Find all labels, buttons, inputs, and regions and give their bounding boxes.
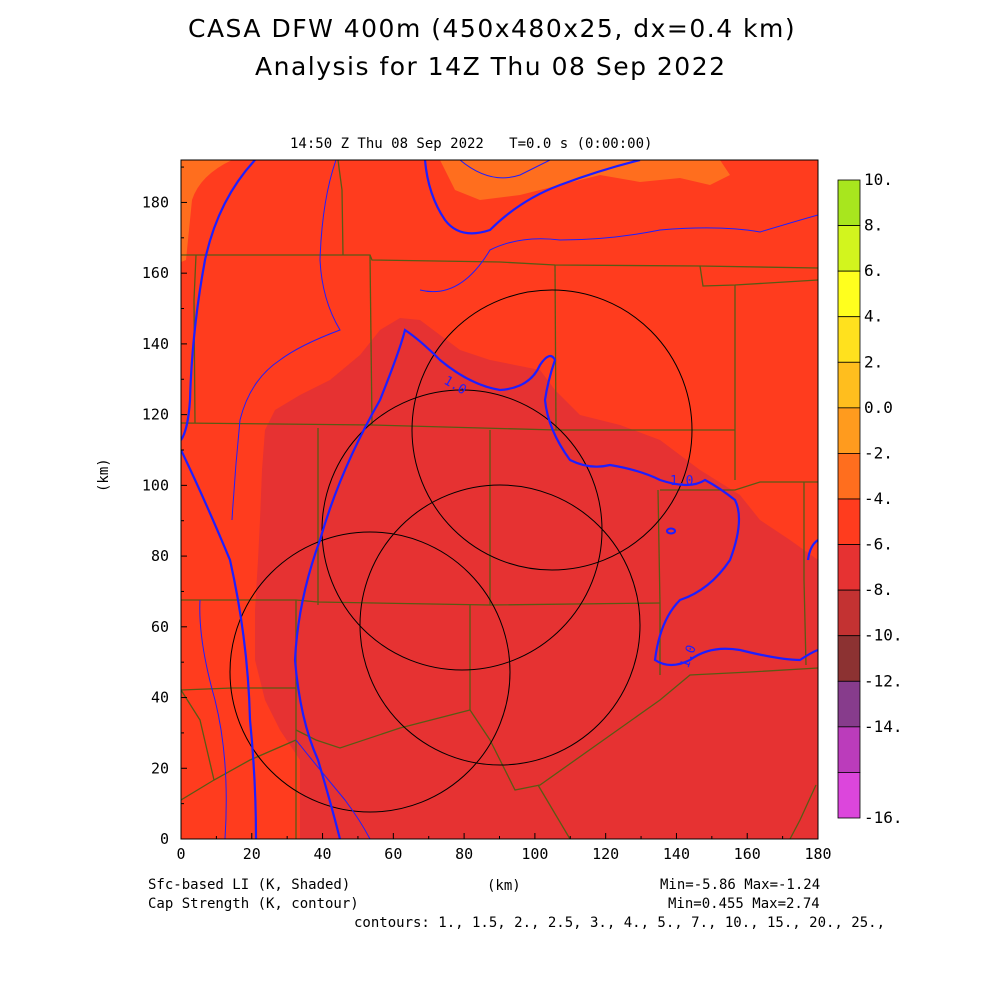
colorbar-swatch	[837, 179, 861, 226]
li-field-orange-north	[440, 160, 730, 200]
title-line-2: Analysis for 14Z Thu 08 Sep 2022	[255, 52, 727, 81]
y-tick-label: 60	[151, 618, 169, 636]
x-axis-label: (km)	[487, 878, 521, 894]
contour-north-top-thin	[459, 160, 551, 179]
y-tick-label: 120	[142, 406, 169, 424]
radar-ring-north	[411, 289, 693, 571]
y-tick-label: 80	[151, 547, 169, 565]
colorbar-label: 8.	[864, 216, 883, 235]
y-tick-label: 160	[142, 264, 169, 282]
radar-ring-southwest	[229, 531, 511, 813]
colorbar-label: 4.	[864, 307, 883, 326]
contour-west-thin	[199, 599, 227, 839]
colorbar-label: -12.	[864, 671, 903, 690]
contour-field-label: Cap Strength (K, contour)	[148, 896, 359, 912]
colorbar-label: 0.0	[864, 398, 893, 417]
colorbar-label: 10.	[864, 170, 893, 189]
contour-south-thin	[295, 739, 371, 839]
y-tick-label: 140	[142, 335, 169, 353]
x-tick-label: 160	[734, 845, 761, 863]
contour-levels: contours: 1., 1.5, 2., 2.5, 3., 4., 5., …	[354, 915, 886, 931]
x-tick-label: 80	[455, 845, 473, 863]
colorbar-label: -4.	[864, 489, 893, 508]
colorbar-swatch	[837, 772, 861, 819]
contour-southwest-main	[181, 449, 258, 839]
contour-east-edge	[806, 539, 818, 561]
map-panel: 1.0 1.0 1.0	[181, 160, 818, 839]
colorbar-swatch	[837, 726, 861, 773]
colorbar-swatch	[837, 635, 861, 682]
colorbar-label: -2.	[864, 443, 893, 462]
colorbar-label: -8.	[864, 580, 893, 599]
cap-strength-contours	[181, 160, 818, 839]
title-line-1: CASA DFW 400m (450x480x25, dx=0.4 km)	[188, 14, 797, 43]
radar-range-rings	[229, 289, 693, 813]
x-axis-ticks: 0 20 40 60 80 100 120 140 160 180	[176, 833, 832, 863]
x-tick-label: 120	[592, 845, 619, 863]
shaded-field-label: Sfc-based LI (K, Shaded)	[148, 877, 351, 893]
y-tick-label: 20	[151, 759, 169, 777]
y-tick-label: 180	[142, 193, 169, 211]
li-field-red-center	[255, 318, 818, 839]
contour-central-main	[293, 328, 818, 839]
contour-north-main	[423, 160, 641, 235]
colorbar-swatch	[837, 270, 861, 318]
colorbar-label: -14.	[864, 717, 903, 736]
colorbar-label: -6.	[864, 535, 893, 554]
x-tick-label: 60	[384, 845, 402, 863]
x-tick-label: 40	[314, 845, 332, 863]
colorbar-label: -16.	[864, 808, 903, 827]
y-axis-label: (km)	[96, 458, 112, 492]
contour-north-wave	[419, 214, 818, 293]
colorbar-swatch	[837, 453, 861, 500]
colorbar-label: -10.	[864, 626, 903, 645]
colorbar-swatch	[837, 407, 861, 454]
x-tick-label: 180	[804, 845, 831, 863]
y-tick-label: 40	[151, 689, 169, 707]
colorbar-swatch	[837, 361, 861, 409]
colorbar-swatch	[837, 316, 861, 363]
colorbar-label: 6.	[864, 261, 883, 280]
colorbar-swatch	[837, 589, 861, 637]
contour-ne-loop-thin	[231, 160, 341, 521]
x-tick-label: 140	[663, 845, 690, 863]
contour-minmax: Min=0.455 Max=2.74	[668, 896, 820, 912]
shaded-minmax: Min=-5.86 Max=-1.24	[660, 877, 821, 893]
contour-west-main	[181, 160, 256, 441]
colorbar-swatch	[837, 498, 861, 545]
valid-time-label: 14:50 Z Thu 08 Sep 2022 T=0.0 s (0:00:00…	[290, 136, 653, 152]
y-axis-ticks: 0 20 40 60 80 100 120 140 160 180	[142, 166, 187, 848]
radar-ring-east	[359, 484, 641, 766]
colorbar-swatch	[837, 680, 861, 728]
x-tick-label: 100	[521, 845, 548, 863]
contour-small-closed	[666, 527, 676, 535]
colorbar-swatch	[837, 225, 861, 272]
li-field-orange-northwest	[181, 160, 232, 262]
contour-label-2: 1.0	[670, 474, 693, 489]
x-tick-label: 20	[243, 845, 261, 863]
y-tick-label: 100	[142, 476, 169, 494]
colorbar-swatch	[837, 544, 861, 591]
colorbar-label: 2.	[864, 352, 883, 371]
colorbar: 10. 8. 6. 4. 2. 0.0 -2. -4. -6. -8. -10. -12. -14. -1…	[837, 170, 903, 827]
y-tick-label: 0	[160, 830, 169, 848]
x-tick-label: 0	[176, 845, 185, 863]
